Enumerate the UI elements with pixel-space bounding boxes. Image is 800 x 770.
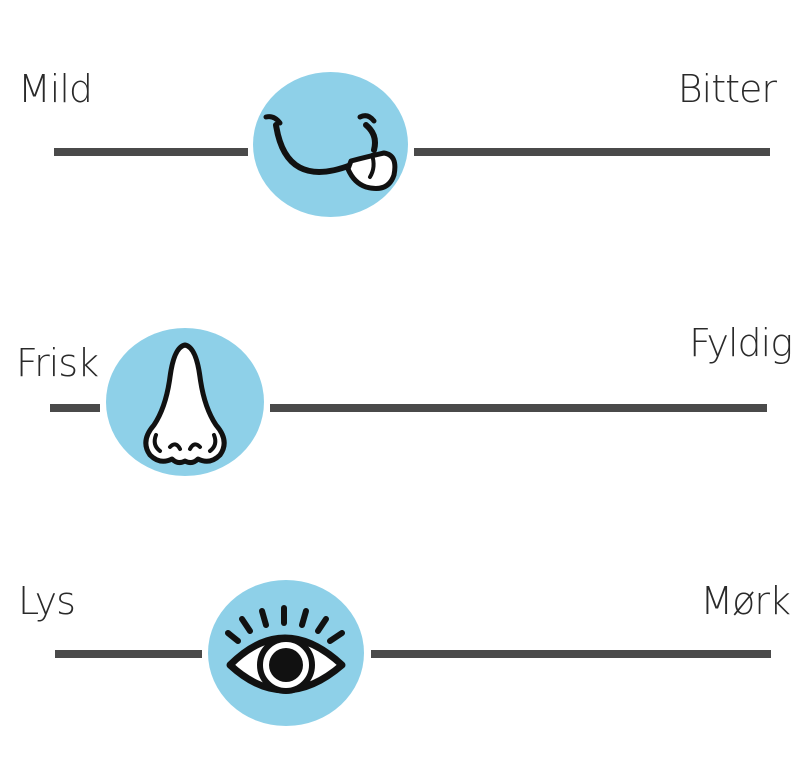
sight-slider-knob[interactable]	[208, 580, 364, 726]
tongue-out-smile-icon	[263, 112, 397, 191]
smell-left-label: Frisk	[16, 341, 99, 385]
taste-scale: Mild Bitter	[0, 60, 800, 240]
taste-left-label: Mild	[18, 67, 93, 111]
taste-right-label: Bitter	[677, 67, 777, 111]
taste-track-right[interactable]	[414, 148, 770, 156]
smell-track-left[interactable]	[50, 404, 100, 412]
smell-slider-knob[interactable]	[106, 328, 264, 476]
nose-icon	[143, 342, 227, 466]
taste-slider-knob[interactable]	[253, 72, 408, 217]
smell-track-right[interactable]	[270, 404, 767, 412]
sight-track-left[interactable]	[55, 650, 202, 658]
sight-right-label: Mørk	[700, 579, 791, 623]
taste-track-left[interactable]	[54, 148, 248, 156]
smell-right-label: Fyldig	[689, 321, 793, 365]
sight-left-label: Lys	[18, 579, 76, 623]
sight-track-right[interactable]	[371, 650, 771, 658]
eye-icon	[225, 605, 346, 694]
sight-scale: Lys Mørk	[0, 570, 800, 750]
smell-scale: Frisk Fyldig	[0, 320, 800, 500]
